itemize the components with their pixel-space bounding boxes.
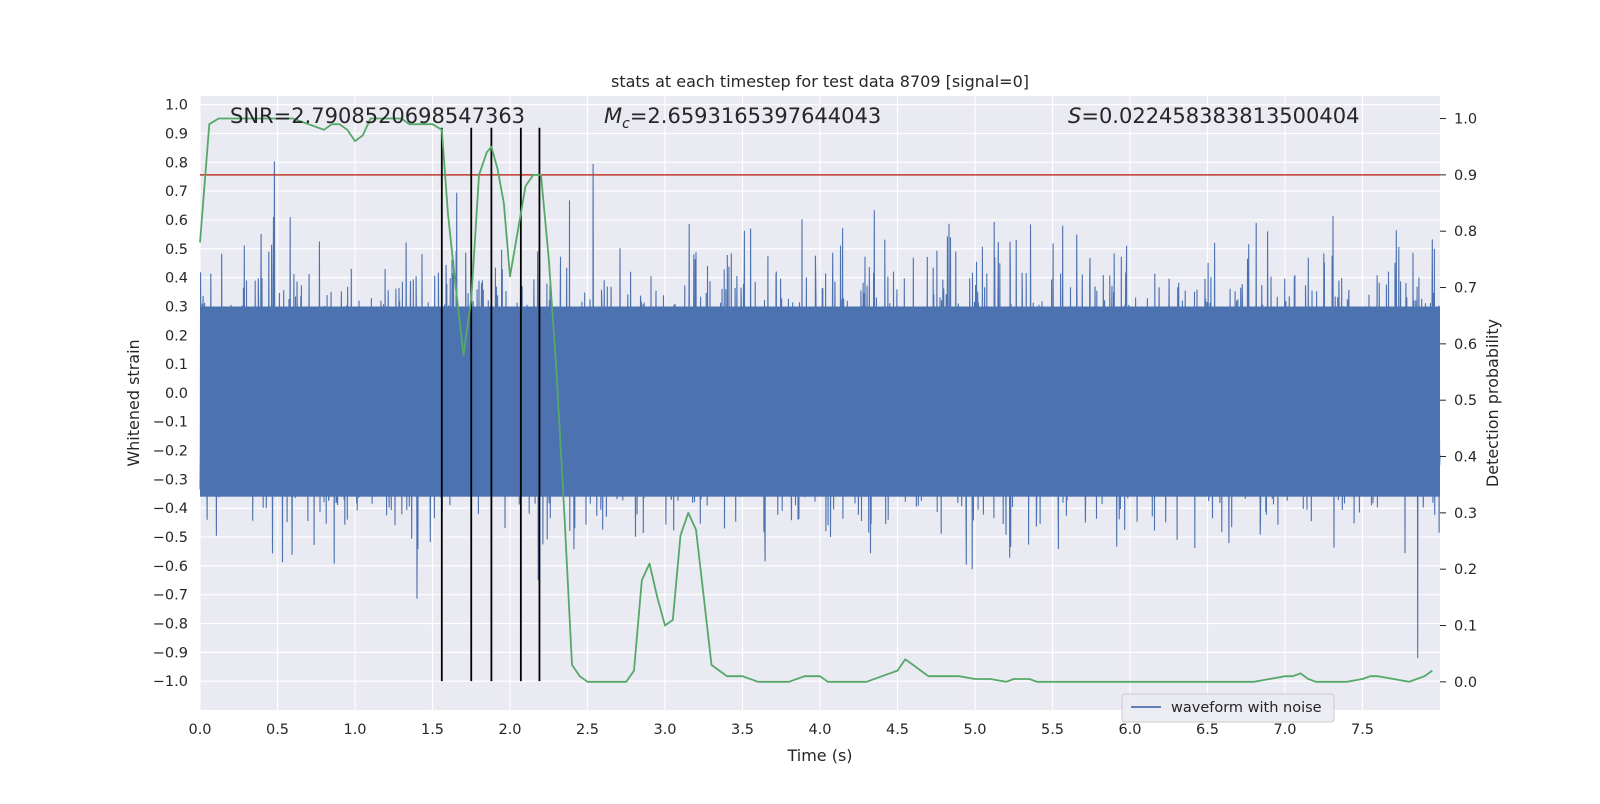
y-tick-label-left: 0.0 bbox=[165, 386, 188, 402]
chirp-mass-value: =2.6593165397644043 bbox=[630, 104, 881, 128]
y-tick-label-left: −0.9 bbox=[153, 645, 188, 661]
chirp-mass-annotation: Mc=2.6593165397644043 bbox=[604, 104, 881, 132]
y-axis-label-left: Whitened strain bbox=[124, 339, 143, 466]
vertical-marker-lines bbox=[440, 127, 541, 682]
legend-label-waveform: waveform with noise bbox=[1171, 700, 1322, 716]
x-tick-label: 7.5 bbox=[1351, 722, 1374, 738]
y-tick-label-right: 1.0 bbox=[1454, 112, 1477, 128]
snr-annotation: SNR=2.7908520698547363 bbox=[230, 104, 525, 128]
y-tick-label-right: 0.5 bbox=[1454, 393, 1477, 409]
x-tick-label: 3.0 bbox=[653, 722, 676, 738]
s-value: =0.022458383813500404 bbox=[1081, 104, 1359, 128]
x-tick-label: 0.5 bbox=[266, 722, 289, 738]
tick-labels: 0.0 0.5 1.0 1.5 2.0 2.5 3.0 3.5 4.0 4.5 5.0 5.5 6.0 6… bbox=[153, 98, 1477, 738]
chirp-mass-subscript: c bbox=[622, 116, 630, 132]
x-tick-label: 1.5 bbox=[421, 722, 444, 738]
y-tick-label-right: 0.9 bbox=[1454, 168, 1477, 184]
x-tick-label: 0.0 bbox=[188, 722, 211, 738]
legend: waveform with noise bbox=[1121, 693, 1335, 723]
series-detection-probability bbox=[199, 117, 1433, 683]
y-tick-label-left: 0.3 bbox=[165, 299, 188, 315]
s-annotation: S=0.022458383813500404 bbox=[1068, 104, 1359, 128]
y-tick-label-left: 0.9 bbox=[165, 126, 188, 142]
x-tick-label: 6.0 bbox=[1118, 722, 1141, 738]
y-tick-label-left: 0.8 bbox=[165, 155, 188, 171]
x-tick-label: 5.5 bbox=[1041, 722, 1064, 738]
x-tick-label: 7.0 bbox=[1273, 722, 1296, 738]
x-tick-label: 3.5 bbox=[731, 722, 754, 738]
y-tick-label-right: 0.3 bbox=[1454, 506, 1477, 522]
series-waveform-with-noise bbox=[199, 161, 1441, 659]
y-tick-label-left: −0.1 bbox=[153, 415, 188, 431]
waveform-dense-band bbox=[200, 306, 1440, 497]
x-tick-label: 1.0 bbox=[343, 722, 366, 738]
y-tick-label-left: −0.6 bbox=[153, 559, 188, 575]
y-tick-label-left: −0.2 bbox=[153, 444, 188, 460]
y-tick-label-right: 0.0 bbox=[1454, 675, 1477, 691]
y-tick-label-right: 0.4 bbox=[1454, 450, 1477, 466]
y-tick-label-left: 0.5 bbox=[165, 242, 188, 258]
y-tick-label-left: −0.3 bbox=[153, 472, 188, 488]
x-tick-label: 2.5 bbox=[576, 722, 599, 738]
y-tick-label-left: 0.4 bbox=[165, 271, 188, 287]
y-tick-label-left: −0.5 bbox=[153, 530, 188, 546]
y-tick-label-right: 0.6 bbox=[1454, 337, 1477, 353]
y-tick-label-right: 0.1 bbox=[1454, 619, 1477, 635]
probability-line bbox=[199, 117, 1433, 683]
y-tick-label-left: 0.6 bbox=[165, 213, 188, 229]
y-tick-label-left: −0.8 bbox=[153, 617, 188, 633]
x-tick-label: 4.0 bbox=[808, 722, 831, 738]
x-tick-label: 4.5 bbox=[886, 722, 909, 738]
y-axis-label-right: Detection probability bbox=[1483, 319, 1502, 487]
y-tick-label-left: −0.7 bbox=[153, 588, 188, 604]
y-tick-label-left: 0.7 bbox=[165, 184, 188, 200]
y-tick-label-left: 0.2 bbox=[165, 328, 188, 344]
y-tick-label-left: 1.0 bbox=[165, 98, 188, 114]
chart-title: stats at each timestep for test data 870… bbox=[611, 72, 1029, 91]
y-tick-label-left: 0.1 bbox=[165, 357, 188, 373]
y-tick-label-right: 0.2 bbox=[1454, 562, 1477, 578]
chirp-mass-symbol: M bbox=[604, 104, 622, 128]
x-axis-label: Time (s) bbox=[786, 746, 852, 765]
y-tick-label-right: 0.7 bbox=[1454, 281, 1477, 297]
s-symbol: S bbox=[1068, 104, 1081, 128]
x-tick-label: 6.5 bbox=[1196, 722, 1219, 738]
x-tick-label: 2.0 bbox=[498, 722, 521, 738]
legend-box bbox=[1121, 693, 1335, 723]
y-tick-label-left: −1.0 bbox=[153, 674, 188, 690]
y-tick-label-left: −0.4 bbox=[153, 501, 188, 517]
y-tick-label-right: 0.8 bbox=[1454, 224, 1477, 240]
x-tick-label: 5.0 bbox=[963, 722, 986, 738]
